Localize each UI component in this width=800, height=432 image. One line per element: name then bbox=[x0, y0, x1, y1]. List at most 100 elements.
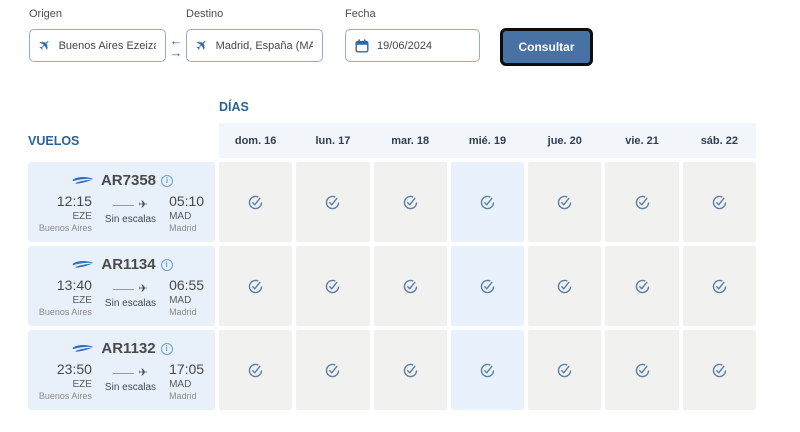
availability-cell[interactable] bbox=[450, 246, 525, 326]
availability-cell[interactable] bbox=[296, 162, 370, 242]
check-circle-icon bbox=[326, 279, 340, 293]
destination-label: Destino bbox=[186, 8, 224, 20]
flight-card: AR7358 i 12:15 EZE Buenos Aires ✈ Sin es… bbox=[28, 162, 215, 242]
destination-input[interactable]: ✈ Madrid, España (MAD) bbox=[186, 29, 323, 62]
day-header-cell[interactable]: lun. 17 bbox=[315, 134, 351, 147]
flight-search-form: Origen ✈ Buenos Aires Ezeiza, Ar ← → Des… bbox=[29, 8, 593, 66]
date-field: Fecha 19/06/2024 bbox=[345, 8, 480, 62]
info-icon[interactable]: i bbox=[160, 342, 173, 355]
flight-row: AR7358 i 12:15 EZE Buenos Aires ✈ Sin es… bbox=[28, 162, 756, 242]
arrival-city: Madrid bbox=[169, 306, 197, 317]
departure-city: Buenos Aires bbox=[38, 390, 92, 401]
nonstop-route-icon: ✈ bbox=[113, 367, 148, 379]
departure-airport-code: EZE bbox=[72, 378, 92, 390]
plane-icon: ✈ bbox=[191, 35, 213, 56]
day-header-cell[interactable]: mié. 19 bbox=[468, 134, 507, 147]
check-circle-icon bbox=[635, 279, 649, 293]
availability-cell[interactable] bbox=[296, 246, 370, 326]
availability-cell[interactable] bbox=[605, 246, 679, 326]
info-icon[interactable]: i bbox=[161, 174, 174, 187]
day-header-cell[interactable]: vie. 21 bbox=[625, 134, 659, 147]
availability-cell[interactable] bbox=[682, 246, 756, 326]
info-icon[interactable]: i bbox=[160, 258, 173, 271]
date-label: Fecha bbox=[345, 8, 376, 20]
departure-city: Buenos Aires bbox=[38, 306, 92, 317]
check-circle-icon bbox=[712, 363, 727, 377]
availability-cell[interactable] bbox=[219, 246, 293, 326]
check-circle-icon bbox=[558, 195, 572, 209]
departure-time: 13:40 bbox=[56, 276, 92, 293]
airline-condor-logo bbox=[70, 172, 96, 190]
availability-cell[interactable] bbox=[682, 330, 756, 410]
flight-card-title: AR7358 i bbox=[70, 172, 174, 190]
flight-route: 23:50 EZE Buenos Aires ✈ Sin escalas 17:… bbox=[39, 361, 204, 401]
availability-cell[interactable] bbox=[450, 330, 525, 410]
availability-cell[interactable] bbox=[528, 162, 602, 242]
date-input[interactable]: 19/06/2024 bbox=[345, 29, 480, 62]
nonstop-route-icon: ✈ bbox=[113, 282, 148, 295]
route-line bbox=[113, 372, 135, 374]
departure-airport-code: EZE bbox=[72, 210, 92, 222]
availability-cell[interactable] bbox=[373, 330, 447, 410]
consultar-button[interactable]: Consultar bbox=[500, 28, 593, 66]
availability-cell[interactable] bbox=[219, 330, 293, 410]
airline-condor-logo bbox=[70, 256, 96, 274]
availability-cell[interactable] bbox=[373, 162, 447, 242]
departure-time: 12:15 bbox=[56, 192, 92, 209]
check-circle-icon bbox=[248, 195, 263, 209]
nonstop-route-icon: ✈ bbox=[113, 198, 148, 211]
check-circle-icon bbox=[326, 363, 340, 377]
availability-cell[interactable] bbox=[528, 246, 602, 326]
departure-info: 13:40 EZE Buenos Aires bbox=[39, 277, 92, 317]
check-circle-icon bbox=[635, 363, 649, 377]
days-heading: DÍAS bbox=[219, 100, 249, 114]
flight-card: AR1132 i 23:50 EZE Buenos Aires ✈ Sin es… bbox=[28, 330, 215, 410]
availability-cell[interactable] bbox=[605, 162, 679, 242]
check-circle-icon bbox=[248, 363, 263, 377]
arrival-time: 06:55 bbox=[169, 276, 205, 293]
availability-cell[interactable] bbox=[296, 330, 370, 410]
route-line bbox=[113, 288, 135, 290]
availability-cell[interactable] bbox=[528, 330, 602, 410]
availability-cell[interactable] bbox=[682, 162, 756, 242]
availability-cell[interactable] bbox=[605, 330, 679, 410]
availability-cell[interactable] bbox=[219, 162, 293, 242]
stops-info: ✈ Sin escalas bbox=[105, 367, 156, 393]
origin-input[interactable]: ✈ Buenos Aires Ezeiza, Ar bbox=[29, 29, 166, 62]
flight-number: AR1132 bbox=[101, 340, 156, 357]
arrival-airport-code: MAD bbox=[169, 210, 192, 222]
swap-origin-destination-button[interactable]: ← → bbox=[166, 30, 186, 63]
availability-cell[interactable] bbox=[450, 162, 525, 242]
plane-icon: ✈ bbox=[138, 198, 148, 211]
arrival-city: Madrid bbox=[169, 222, 197, 233]
day-header-row: VUELOS dom. 16 lun. 17 mar. 18 mié. 19 jue. … bbox=[28, 123, 756, 158]
departure-city: Buenos Aires bbox=[38, 222, 92, 233]
destination-value: Madrid, España (MAD) bbox=[215, 39, 313, 52]
check-circle-icon bbox=[403, 195, 417, 209]
departure-info: 12:15 EZE Buenos Aires bbox=[39, 193, 92, 233]
flight-route: 13:40 EZE Buenos Aires ✈ Sin escalas 06:… bbox=[39, 277, 204, 317]
plane-icon: ✈ bbox=[138, 282, 148, 295]
destination-field: Destino ✈ Madrid, España (MAD) bbox=[186, 8, 323, 62]
stops-info: ✈ Sin escalas bbox=[105, 282, 156, 309]
flight-card: AR1134 i 13:40 EZE Buenos Aires ✈ Sin es… bbox=[28, 246, 215, 326]
availability-cell[interactable] bbox=[373, 246, 447, 326]
flight-schedule: DÍAS VUELOS dom. 16 lun. 17 mar. 18 mié. 19… bbox=[28, 94, 756, 410]
flight-number: AR1134 bbox=[101, 256, 156, 273]
check-circle-icon bbox=[712, 279, 727, 293]
arrival-airport-code: MAD bbox=[169, 294, 192, 306]
flight-number: AR7358 bbox=[100, 172, 157, 189]
day-header-cell[interactable]: mar. 18 bbox=[391, 134, 430, 147]
airline-condor-logo bbox=[70, 340, 96, 358]
day-header-cell[interactable]: sáb. 22 bbox=[700, 134, 738, 147]
arrow-right-icon: → bbox=[169, 44, 183, 60]
flight-card-title: AR1134 i bbox=[70, 256, 173, 274]
check-circle-icon bbox=[403, 363, 417, 377]
flight-row: AR1132 i 23:50 EZE Buenos Aires ✈ Sin es… bbox=[28, 330, 756, 410]
day-header-cell[interactable]: jue. 20 bbox=[547, 134, 582, 147]
day-header-cell[interactable]: dom. 16 bbox=[234, 134, 277, 147]
plane-icon: ✈ bbox=[34, 35, 56, 56]
route-line bbox=[113, 204, 135, 206]
departure-time: 23:50 bbox=[56, 360, 92, 377]
arrival-info: 06:55 MAD Madrid bbox=[169, 277, 204, 317]
